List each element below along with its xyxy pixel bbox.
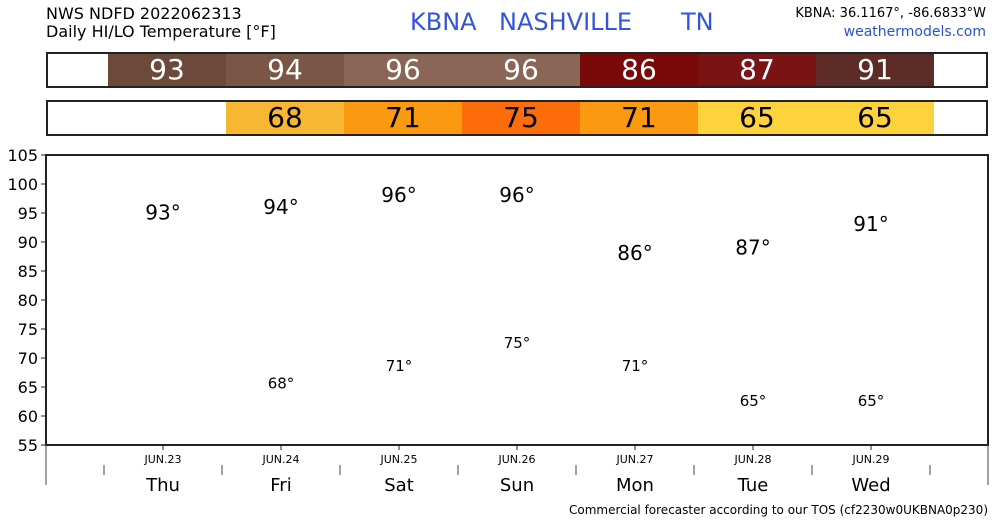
y-tick-label: 85 xyxy=(18,262,38,281)
y-tick-label: 105 xyxy=(7,146,38,165)
high-temp-cell: 87 xyxy=(698,54,816,86)
x-date-label: JUN.26 xyxy=(497,453,535,466)
y-tick-label: 70 xyxy=(18,349,38,368)
high-temp-label: 96° xyxy=(381,183,416,207)
x-day-label: Thu xyxy=(145,475,180,496)
low-temp-label: 65° xyxy=(858,392,885,410)
low-temp-cell: 71 xyxy=(344,102,462,134)
low-temp-label: 71° xyxy=(622,357,649,375)
high-temp-cell: 91 xyxy=(816,54,934,86)
x-date-label: JUN.23 xyxy=(143,453,181,466)
low-temp-cell: 68 xyxy=(226,102,344,134)
y-tick-label: 100 xyxy=(7,175,38,194)
high-temp-cell: 94 xyxy=(226,54,344,86)
y-tick-label: 95 xyxy=(18,204,38,223)
high-temp-label: 96° xyxy=(499,183,534,207)
station-state: TN xyxy=(681,8,714,36)
y-tick-label: 55 xyxy=(18,436,38,455)
website-link[interactable]: weathermodels.com xyxy=(843,24,986,40)
high-temp-label: 86° xyxy=(617,241,652,265)
low-temp-label: 68° xyxy=(268,375,295,393)
low-temp-cell xyxy=(108,102,226,134)
footer-disclaimer: Commercial forecaster according to our T… xyxy=(568,503,988,517)
high-temp-cell: 93 xyxy=(108,54,226,86)
y-tick-label: 90 xyxy=(18,233,38,252)
y-tick-label: 80 xyxy=(18,291,38,310)
high-temp-label: 94° xyxy=(263,195,298,219)
x-day-label: Tue xyxy=(737,475,769,496)
high-temp-cell: 86 xyxy=(580,54,698,86)
x-date-label: JUN.28 xyxy=(733,453,771,466)
station-code: KBNA xyxy=(410,8,477,36)
x-day-label: Fri xyxy=(270,475,291,496)
low-temp-label: 75° xyxy=(504,334,531,352)
high-temp-label: 87° xyxy=(735,235,770,259)
plot-frame xyxy=(45,154,989,446)
station-coordinates: KBNA: 36.1167°, -86.6833°W xyxy=(795,6,986,21)
high-temp-label: 91° xyxy=(853,212,888,236)
x-date-label: JUN.24 xyxy=(261,453,299,466)
x-date-label: JUN.25 xyxy=(379,453,417,466)
x-date-label: JUN.29 xyxy=(851,453,889,466)
high-temp-label: 93° xyxy=(145,201,180,225)
x-date-label: JUN.27 xyxy=(615,453,653,466)
model-run-label: NWS NDFD 2022062313 xyxy=(46,4,242,23)
temperature-bar-chart: 105 100 95 90 85 80 75 70 65 60 55 JUN.23 Thu JUN.24 F… xyxy=(7,146,989,496)
x-day-label: Mon xyxy=(616,475,654,496)
y-tick-label: 75 xyxy=(18,320,38,339)
y-tick-label: 65 xyxy=(18,378,38,397)
low-temp-cell: 65 xyxy=(816,102,934,134)
x-day-label: Sun xyxy=(500,475,534,496)
low-temp-cell: 65 xyxy=(698,102,816,134)
y-tick-label: 60 xyxy=(18,407,38,426)
station-city: NASHVILLE xyxy=(499,8,633,36)
low-temp-cell: 75 xyxy=(462,102,580,134)
low-temperature-strip: 68 71 75 71 65 65 xyxy=(46,100,988,136)
low-temp-label: 65° xyxy=(740,392,767,410)
x-day-label: Wed xyxy=(851,475,890,496)
high-temperature-strip: 93 94 96 96 86 87 91 xyxy=(46,52,988,88)
x-day-label: Sat xyxy=(384,475,414,496)
high-temp-cell: 96 xyxy=(344,54,462,86)
low-temp-cell: 71 xyxy=(580,102,698,134)
low-temp-label: 71° xyxy=(386,357,413,375)
high-temp-cell: 96 xyxy=(462,54,580,86)
chart-description: Daily HI/LO Temperature [°F] xyxy=(46,22,276,41)
